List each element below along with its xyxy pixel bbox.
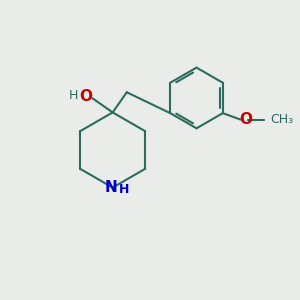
- Text: N: N: [105, 180, 118, 195]
- Text: O: O: [239, 112, 252, 127]
- Text: CH₃: CH₃: [271, 113, 294, 126]
- Text: O: O: [79, 89, 92, 104]
- Text: H: H: [68, 89, 78, 102]
- Text: H: H: [118, 182, 129, 196]
